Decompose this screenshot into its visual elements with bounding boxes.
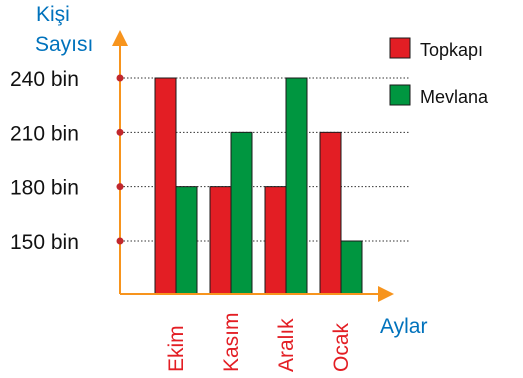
y-axis-title-line2: Sayısı	[35, 33, 93, 56]
y-axis-arrow	[112, 30, 128, 46]
tick-marker	[116, 128, 124, 136]
legend-swatch-topkapi	[389, 37, 411, 59]
category-labels: Ekim Kasım Aralık Ocak	[165, 312, 353, 372]
legend-swatch-mevlana	[389, 84, 411, 106]
tick-marker	[116, 237, 124, 245]
y-tick-label: 150 bin	[10, 231, 79, 254]
bar-mevlana-2	[285, 77, 308, 295]
x-tick-label: Aralık	[275, 318, 298, 372]
y-tick-label: 180 bin	[10, 177, 79, 200]
y-axis-title-line1: Kişi	[36, 3, 70, 26]
bar-topkapi-3	[319, 131, 342, 295]
legend-label-topkapi: Topkapı	[420, 40, 483, 60]
bar-topkapi-0	[154, 77, 177, 295]
x-tick-label: Ocak	[330, 322, 353, 372]
y-ticks: 150 bin 180 bin 210 bin 240 bin	[10, 68, 124, 254]
legend: Topkapı Mevlana	[389, 37, 489, 107]
y-tick-label: 240 bin	[10, 68, 79, 91]
bar-mevlana-0	[175, 186, 198, 295]
y-tick-label: 210 bin	[10, 122, 79, 145]
bar-mevlana-3	[340, 240, 363, 295]
bar-topkapi-1	[209, 186, 232, 295]
tick-marker	[116, 183, 124, 191]
bar-mevlana-1	[230, 131, 253, 295]
tick-marker	[116, 74, 124, 82]
bars	[154, 77, 363, 295]
x-axis-arrow	[378, 286, 394, 302]
x-axis-title: Aylar	[380, 315, 427, 338]
legend-label-mevlana: Mevlana	[420, 87, 489, 107]
x-tick-label: Kasım	[220, 312, 243, 372]
bar-topkapi-2	[264, 186, 287, 295]
x-tick-label: Ekim	[165, 325, 188, 372]
